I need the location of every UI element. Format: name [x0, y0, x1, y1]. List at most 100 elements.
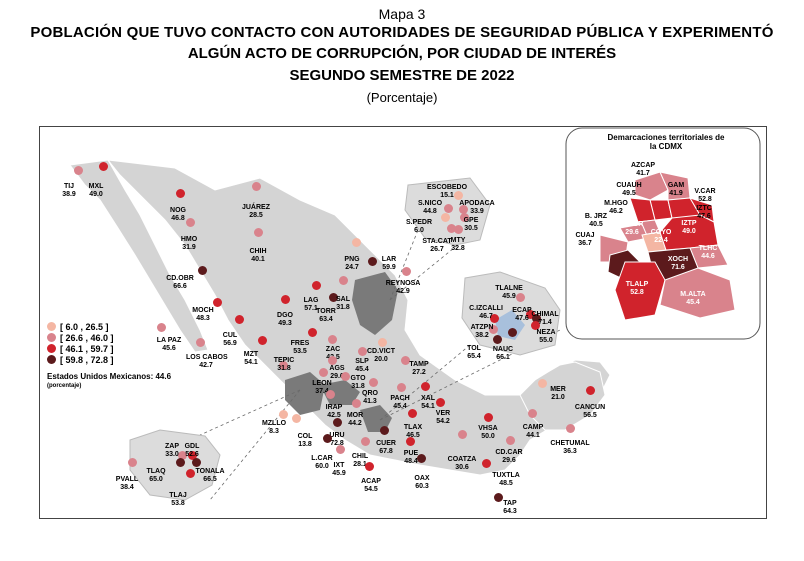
- city-marker-icon: [515, 292, 525, 302]
- city-value: 21.0: [551, 393, 565, 401]
- city-label: CAMP 44.1: [513, 424, 553, 439]
- city-name: GPE: [463, 217, 479, 224]
- city-marker-icon: [530, 320, 540, 330]
- valle-mexico-urban: [495, 310, 525, 340]
- district-label: M.CONT 63.9: [568, 272, 604, 287]
- city-marker-icon: [367, 256, 377, 266]
- city-name: IXT: [333, 462, 345, 469]
- city-value: 65.4: [467, 352, 481, 360]
- city-label: ZAP 33.0: [152, 443, 192, 458]
- district-label: XOCH 71.6: [660, 256, 696, 271]
- city-value: 31.8: [351, 382, 365, 390]
- city-name: TAP: [503, 500, 517, 507]
- city-marker-icon: [396, 382, 406, 392]
- city-marker-icon: [327, 334, 337, 344]
- city-label: CHIL 28.1: [340, 453, 380, 468]
- city-label: COL 13.8: [285, 433, 325, 448]
- city-label: CD.VICT 20.0: [361, 348, 401, 363]
- district-label: V.CAR 52.8: [687, 188, 723, 203]
- district-label: TLALP 52.8: [619, 281, 655, 296]
- district-label: IZTP 49.0: [671, 220, 707, 235]
- city-value: 40.1: [251, 255, 265, 263]
- city-marker-icon: [483, 412, 493, 422]
- city-marker-icon: [253, 227, 263, 237]
- city-value: 30.6: [455, 463, 469, 471]
- map-frame: [39, 126, 767, 519]
- city-label: CUER 67.8: [366, 440, 406, 455]
- city-label: REYNOSA 42.9: [383, 280, 423, 295]
- city-name: CHIL: [351, 453, 369, 460]
- district-value: 49.0: [682, 227, 696, 235]
- city-marker-icon: [377, 337, 387, 347]
- district-name: V.CAR: [694, 188, 716, 195]
- city-value: 41.3: [363, 397, 377, 405]
- city-value: 66.5: [203, 475, 217, 483]
- monterrey-zone: [352, 272, 398, 335]
- city-label: CHIH 40.1: [238, 248, 278, 263]
- city-name: MZLLO: [261, 420, 287, 427]
- city-name: TIJ: [63, 183, 75, 190]
- city-name: LEON: [312, 380, 332, 387]
- city-marker-icon: [311, 280, 321, 290]
- city-value: 53.8: [171, 499, 185, 507]
- city-marker-icon: [351, 237, 361, 247]
- city-name: LAG: [303, 297, 319, 304]
- city-label: ESCOBEDO 15.1: [427, 184, 467, 199]
- city-name: PNG: [344, 256, 360, 263]
- city-label: IXT 45.9: [319, 462, 359, 477]
- city-label: LAR 59.9: [369, 256, 409, 271]
- city-name: XAL: [421, 395, 435, 402]
- city-marker-icon: [446, 223, 456, 233]
- city-marker-icon: [257, 335, 267, 345]
- city-label: ACAP 54.5: [351, 478, 391, 493]
- city-label: LEON 37.4: [302, 380, 342, 395]
- cdmx-inset-map: [599, 171, 736, 321]
- city-value: 8.3: [269, 427, 279, 435]
- city-label: CD.CAR 29.6: [489, 449, 529, 464]
- district-value: 52.8: [698, 195, 712, 203]
- city-name: CHIMAL: [531, 311, 559, 318]
- city-value: 53.5: [293, 347, 307, 355]
- city-label: TUXTLA 48.5: [486, 472, 526, 487]
- city-marker-icon: [177, 450, 187, 460]
- city-label: LAG 57.1: [291, 297, 331, 312]
- district-name: IZTC: [696, 205, 712, 212]
- city-marker-icon: [127, 457, 137, 467]
- city-value: 64.3: [503, 507, 517, 515]
- city-name: TLAQ: [146, 468, 166, 475]
- district-value: 63.9: [579, 279, 593, 287]
- city-label: PVALL 38.4: [107, 476, 147, 491]
- city-name: VER: [435, 410, 451, 417]
- district-value: 49.5: [622, 189, 636, 197]
- city-value: 13.8: [298, 440, 312, 448]
- city-name: ZAP: [165, 443, 179, 450]
- city-label: TEPIC 31.8: [264, 357, 304, 372]
- city-name: LA PAZ: [156, 337, 182, 344]
- city-value: 66.6: [173, 282, 187, 290]
- city-marker-icon: [234, 314, 244, 324]
- city-label: MTY 32.8: [438, 237, 478, 252]
- district-label: B. JRZ 40.5: [578, 213, 614, 228]
- city-label: ATZPN 38.2: [462, 324, 502, 339]
- district-value: 29.6: [625, 228, 639, 236]
- city-value: 45.4: [355, 365, 369, 373]
- district-label: COYO 22.4: [643, 229, 679, 244]
- district-value: 45.4: [686, 298, 700, 306]
- city-label: OAX 60.3: [402, 475, 442, 490]
- city-label: NAUC 66.1: [483, 346, 523, 361]
- city-marker-icon: [212, 297, 222, 307]
- district-value: 41.9: [669, 189, 683, 197]
- city-label: MZT 54.1: [231, 351, 271, 366]
- city-value: 48.5: [499, 479, 513, 487]
- city-value: 71.4: [538, 318, 552, 326]
- city-value: 42.7: [199, 361, 213, 369]
- district-label: GAM 41.9: [658, 182, 694, 197]
- city-name: GDL: [184, 443, 200, 450]
- city-name: NOG: [170, 207, 186, 214]
- city-marker-icon: [185, 217, 195, 227]
- district-name: A.OBR: [620, 221, 644, 228]
- city-value: 32.8: [451, 244, 465, 252]
- city-marker-icon: [278, 360, 288, 370]
- city-name: TOL: [467, 345, 481, 352]
- city-name: CHIH: [249, 248, 267, 255]
